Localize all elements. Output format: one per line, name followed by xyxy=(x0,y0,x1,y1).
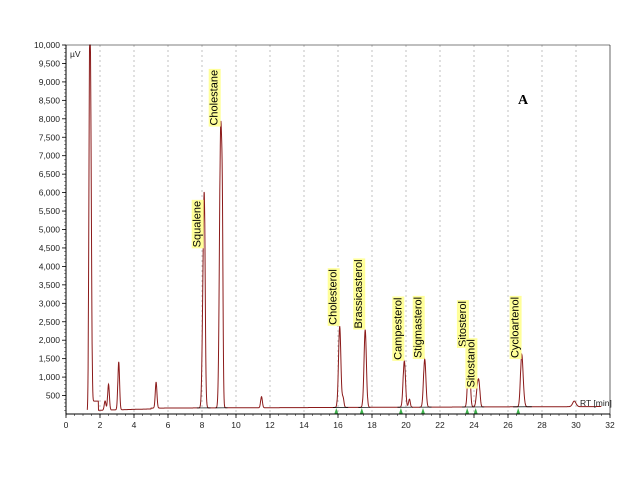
peak-label: Cholestane xyxy=(209,70,221,126)
peak-label-group: Squalene xyxy=(191,199,204,249)
axes: 0 2 4 6 8 10 12 14 16 18 20 22 24 26 28 30 325001,0001,5… xyxy=(34,40,615,430)
peak-label: Sitostanol xyxy=(465,339,477,387)
peak-label-background xyxy=(465,338,478,389)
y-tick-label: 5,000 xyxy=(39,225,61,235)
y-tick-label: 1,000 xyxy=(39,372,61,382)
x-tick-label: 30 xyxy=(571,420,581,430)
peak-label-group: Stigmasterol xyxy=(412,295,425,360)
peak-label-background xyxy=(353,258,366,330)
integration-marker xyxy=(473,408,478,414)
y-tick-label: 6,000 xyxy=(39,188,61,198)
peak-label-group: Campesterol xyxy=(392,296,405,361)
integration-marker xyxy=(421,408,425,414)
x-tick-label: 0 xyxy=(64,420,69,430)
peak-label-group: Cholesterol xyxy=(327,268,340,326)
peak-label-background xyxy=(392,296,405,361)
y-tick-label: 6,500 xyxy=(39,169,61,179)
peak-baselines xyxy=(196,406,532,409)
peak-label-background xyxy=(208,68,221,127)
x-tick-label: 20 xyxy=(401,420,411,430)
peak-label: Cholesterol xyxy=(328,269,340,325)
peak-label: Squalene xyxy=(192,201,204,248)
peak-label-background xyxy=(412,295,425,360)
y-tick-label: 4,500 xyxy=(39,243,61,253)
panel-label: A xyxy=(518,93,529,108)
x-tick-label: 28 xyxy=(537,420,547,430)
x-tick-label: 4 xyxy=(132,420,137,430)
y-tick-label: 1,500 xyxy=(39,354,61,364)
x-tick-label: 26 xyxy=(503,420,513,430)
peak-label: Sitosterol xyxy=(457,301,469,347)
x-tick-label: 18 xyxy=(367,420,377,430)
peak-label: Brassicasterol xyxy=(353,259,365,328)
integration-marker xyxy=(398,408,403,414)
integration-marker xyxy=(334,408,339,414)
y-tick-label: 8,000 xyxy=(39,114,61,124)
x-axis-unit: RT [min] xyxy=(580,398,612,408)
x-tick-label: 10 xyxy=(231,420,241,430)
y-tick-label: 9,500 xyxy=(39,58,61,68)
x-tick-label: 6 xyxy=(166,420,171,430)
x-tick-label: 22 xyxy=(435,420,445,430)
peak-label-group: Cholestane xyxy=(208,68,221,127)
integration-markers xyxy=(334,408,521,414)
peak-label-background xyxy=(456,300,469,348)
y-tick-label: 7,000 xyxy=(39,151,61,161)
peak-label-group: Sitostanol xyxy=(465,338,478,389)
peak-label-group: Sitosterol xyxy=(456,300,469,348)
y-tick-label: 2,500 xyxy=(39,317,61,327)
peak-label: Cycloartenol xyxy=(510,297,522,358)
integration-marker xyxy=(359,408,364,414)
x-tick-label: 8 xyxy=(200,420,205,430)
peak-label-group: Brassicasterol xyxy=(353,258,366,330)
peak-label-background xyxy=(191,199,204,249)
y-axis-unit: µV xyxy=(70,49,81,59)
peak-label-background xyxy=(327,268,340,326)
x-tick-label: 12 xyxy=(265,420,275,430)
x-tick-label: 16 xyxy=(333,420,343,430)
y-tick-label: 4,000 xyxy=(39,261,61,271)
peak-label-background xyxy=(509,295,522,360)
y-tick-label: 2,000 xyxy=(39,335,61,345)
integration-marker xyxy=(516,408,521,414)
y-tick-label: 9,000 xyxy=(39,77,61,87)
y-tick-label: 5,500 xyxy=(39,206,61,216)
peak-label-group: Cycloartenol xyxy=(509,295,522,360)
gridlines xyxy=(99,45,577,414)
x-tick-label: 24 xyxy=(469,420,479,430)
y-tick-label: 8,500 xyxy=(39,95,61,105)
x-tick-label: 2 xyxy=(98,420,103,430)
integration-marker xyxy=(465,408,470,414)
peak-labels: Squalene Cholestane Cholesterol Brassicaste… xyxy=(191,68,522,389)
y-tick-label: 500 xyxy=(46,391,60,401)
y-tick-label: 3,500 xyxy=(39,280,61,290)
y-tick-label: 3,000 xyxy=(39,298,61,308)
x-tick-label: 14 xyxy=(299,420,309,430)
x-tick-label: 32 xyxy=(605,420,615,430)
peak-label: Stigmasterol xyxy=(413,297,425,358)
y-tick-label: 10,000 xyxy=(34,40,60,50)
peak-label: Campesterol xyxy=(392,298,404,360)
y-tick-label: 7,500 xyxy=(39,132,61,142)
